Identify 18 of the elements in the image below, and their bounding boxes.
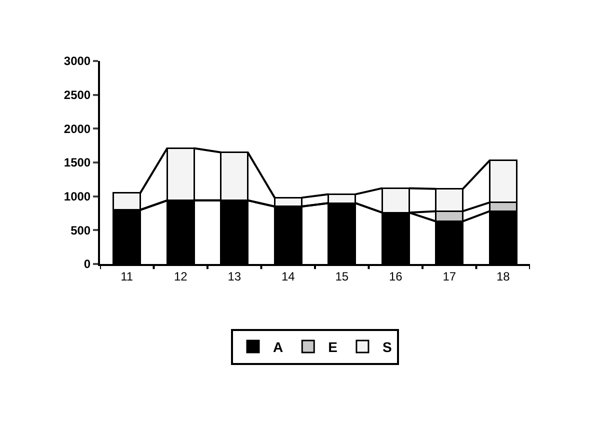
y-tick-label: 500 xyxy=(70,223,91,238)
x-tick-label: 18 xyxy=(496,269,510,284)
x-tick-label: 13 xyxy=(228,269,242,284)
y-tick-label: 3000 xyxy=(64,54,91,68)
legend-label: A xyxy=(273,339,284,356)
y-tick-label: 2000 xyxy=(64,122,91,136)
y-tick-label: 0 xyxy=(84,257,91,272)
x-tick-label: 11 xyxy=(120,269,134,284)
y-tick-label: 2500 xyxy=(64,88,91,102)
x-tick-label: 12 xyxy=(174,269,188,284)
x-tick-label: 17 xyxy=(442,269,456,284)
y-tick-label: 1000 xyxy=(64,190,91,204)
x-tick-label: 14 xyxy=(281,269,296,284)
legend-label: E xyxy=(328,339,338,356)
legend-label: S xyxy=(382,339,392,356)
x-tick-label: 16 xyxy=(388,269,403,284)
y-tick-label: 1500 xyxy=(64,156,91,170)
x-tick-label: 15 xyxy=(335,269,349,284)
